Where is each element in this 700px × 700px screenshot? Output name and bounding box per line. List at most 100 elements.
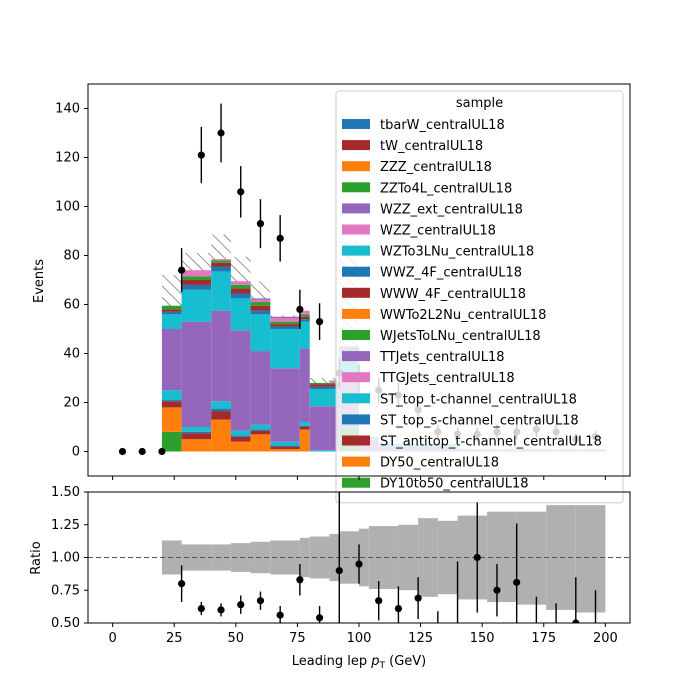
stacked-histogram [161,259,606,452]
y-tick-label: 80 [63,249,80,264]
stack-segment [211,262,231,267]
stack-segment [270,326,300,329]
ratio-point [434,626,441,633]
stack-segment [181,289,212,322]
stack-segment [299,321,310,349]
stack-segment [250,305,271,311]
stack-segment [181,439,212,452]
stack-segment [181,321,212,427]
legend-label: ST_top_s-channel_centralUL18 [380,413,579,428]
legend-label: ZZZ_centralUL18 [380,160,492,175]
legend-swatch [342,435,370,446]
stack-segment [309,384,330,387]
legend-label: ST_top_t-channel_centralUL18 [380,392,577,407]
stack-segment [181,280,212,285]
stack-segment [250,429,271,431]
stack-segment [161,309,182,312]
stack-segment [230,430,251,436]
ratio-band-bin [309,536,330,579]
legend-swatch [342,182,370,193]
stack-segment [181,431,212,434]
ratio-point [394,604,403,613]
y-tick-label: 60 [63,298,80,313]
stack-segment [270,321,300,325]
stack-segment [211,310,231,402]
stack-segment [270,445,300,447]
stack-segment [299,429,310,452]
stack-segment [161,311,182,315]
legend-swatch [342,203,370,214]
stack-segment [329,380,340,383]
stack-segment [250,314,271,352]
data-point [178,266,186,274]
stack-segment [230,436,251,442]
stack-segment [250,430,271,435]
main-panel: sample tbarW_centralUL18 tW_centralUL18 ZZZ… [32,83,631,504]
stack-segment [181,276,212,280]
stack-segment [211,266,231,272]
stack-segment [329,450,340,452]
data-point [256,220,265,228]
stack-segment [181,427,212,432]
x-tick-label: 125 [408,631,433,646]
ratio-y-axis-label: Ratio [29,541,44,574]
ratio-point [355,560,363,568]
ratio-band-bin [516,511,547,605]
ratio-point [315,614,324,622]
legend-label: WZTo3LNu_centralUL18 [380,245,534,260]
legend: sample tbarW_centralUL18 tW_centralUL18 ZZZ… [335,90,624,504]
legend-swatch [342,456,370,467]
y-tick-label: 100 [55,200,80,215]
ratio-point [178,580,186,588]
legend-swatch [342,414,370,425]
stack-segment [230,288,251,294]
data-point [296,305,304,313]
stack-segment [270,446,300,450]
legend-label: WWZ_4F_centralUL18 [380,266,522,281]
legend-label: WWW_4F_centralUL18 [380,287,526,302]
stack-segment [211,408,231,412]
legend-swatch [342,393,370,404]
data-point [315,318,324,326]
legend-label: WWTo2L2Nu_centralUL18 [380,308,546,323]
data-point [217,129,225,137]
stack-segment [270,317,300,322]
stack-segment [329,382,340,385]
legend-swatch [342,119,370,129]
stack-segment [211,259,231,261]
x-tick-label: 25 [166,631,183,646]
stack-segment [161,401,182,408]
legend-label: tbarW_centralUL18 [380,118,505,133]
stack-segment [250,302,271,306]
legend-label: ZZTo4L_centralUL18 [380,181,512,196]
data-point [276,234,284,242]
legend-box [335,90,624,504]
stack-segment [329,406,340,451]
stack-segment [211,419,231,452]
legend-swatch [342,266,370,277]
ratio-y-tick-label: 0.50 [51,616,80,631]
ratio-point [217,606,225,614]
ratio-point [256,597,265,605]
stack-segment [299,427,310,430]
ratio-band-bin [211,544,231,571]
stack-segment [250,351,271,425]
y-tick-label: 40 [63,347,80,362]
main-y-axis: 0 20 40 60 80 100 120 140 [55,102,88,460]
stack-segment [161,390,182,401]
data-point [237,188,245,196]
legend-label: WJetsToLNu_centralUL18 [380,329,541,344]
data-point [138,447,146,456]
stack-segment [299,319,310,322]
stack-segment [299,314,310,317]
x-tick-label: 50 [228,631,245,646]
data-point [118,447,127,456]
stack-segment [299,422,310,426]
ratio-point [375,597,383,605]
stack-segment [270,316,300,318]
ratio-band-bin [575,505,606,613]
ratio-point [414,594,422,602]
stack-segment [299,348,310,423]
stack-segment [270,441,300,446]
ratio-point [473,553,481,562]
